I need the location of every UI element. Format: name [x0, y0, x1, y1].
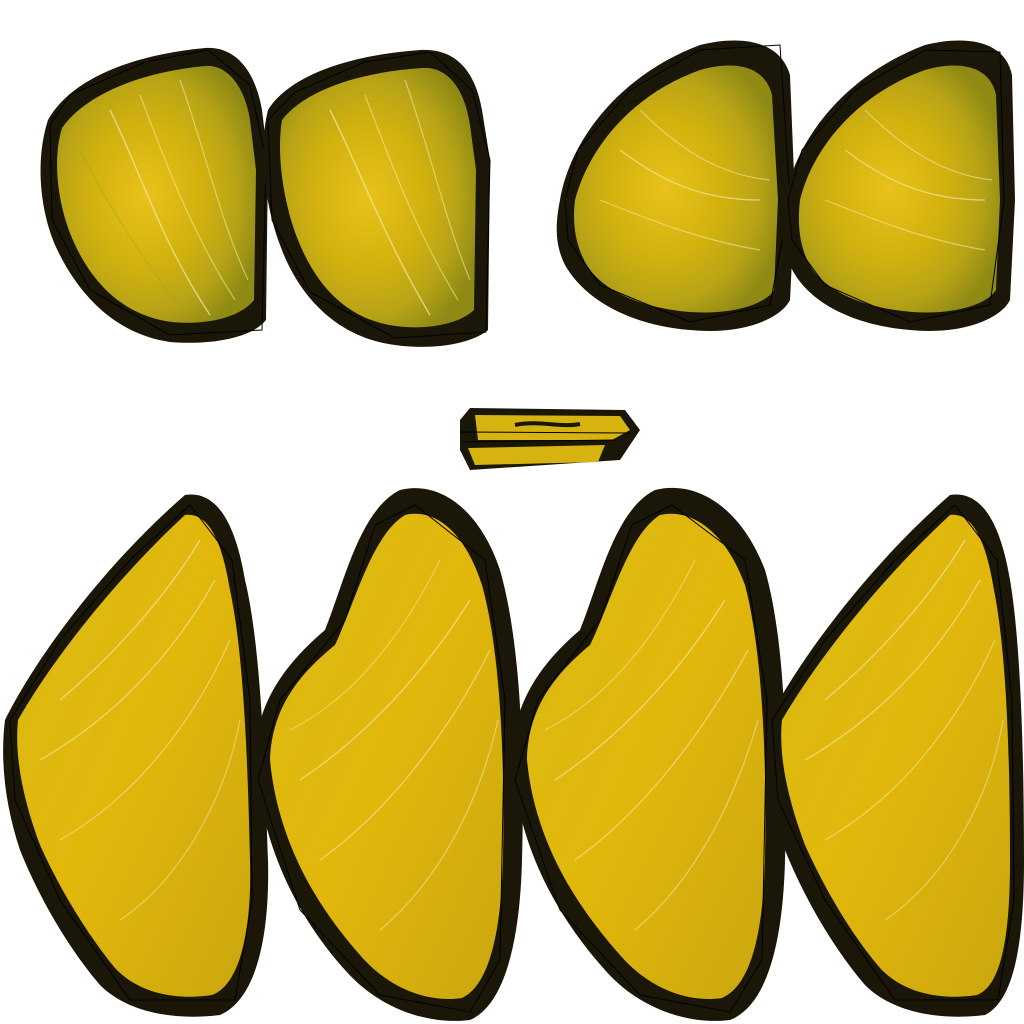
lower-wing-piece-1 — [3, 494, 269, 1017]
lower-wing-piece-3 — [512, 487, 786, 1021]
upper-wing-piece-4 — [781, 40, 1015, 331]
lower-wing-piece-2 — [255, 488, 523, 1021]
lower-wing-piece-4 — [767, 494, 1024, 1017]
upper-wing-piece-3 — [556, 40, 795, 331]
body-strip-piece — [459, 408, 640, 470]
upper-wing-piece-2 — [263, 49, 491, 347]
upper-wing-piece-1 — [40, 47, 269, 343]
